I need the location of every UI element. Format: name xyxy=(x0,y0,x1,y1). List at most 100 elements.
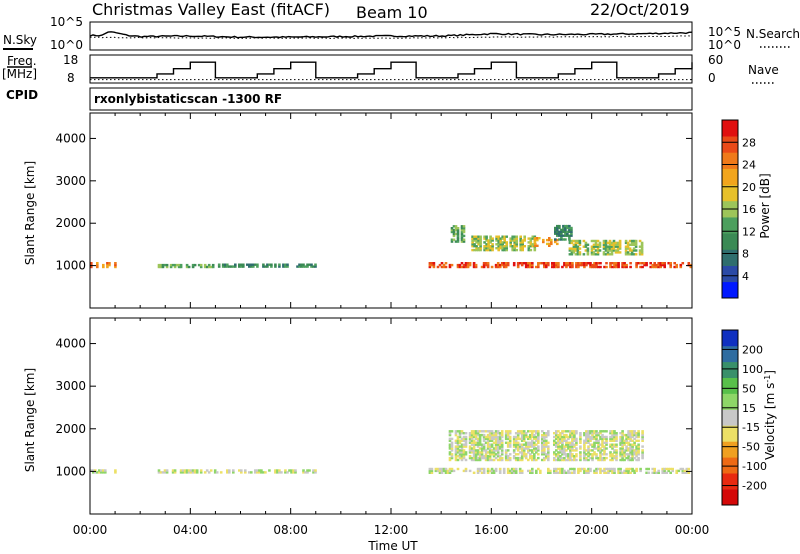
heatmap-cell xyxy=(629,456,632,460)
heatmap-cell xyxy=(681,471,685,474)
heatmap-cell xyxy=(442,263,446,267)
heatmap-cell xyxy=(511,237,514,240)
heatmap-cell xyxy=(543,441,546,444)
heatmap-cell xyxy=(610,253,614,256)
heatmap-cell xyxy=(587,432,590,435)
heatmap-cell xyxy=(568,249,572,252)
heatmap-cell xyxy=(629,430,632,433)
heatmap-cell xyxy=(500,453,504,456)
heatmap-cell xyxy=(444,471,448,474)
heatmap-cell xyxy=(430,471,434,474)
heatmap-cell xyxy=(562,226,565,230)
heatmap-cell xyxy=(563,262,566,265)
heatmap-cell xyxy=(569,430,572,433)
heatmap-cell xyxy=(576,241,580,245)
heatmap-cell xyxy=(539,469,542,473)
heatmap-cell xyxy=(586,251,590,254)
heatmap-cell xyxy=(458,449,462,452)
heatmap-cell xyxy=(489,245,492,248)
heatmap-cell xyxy=(586,243,590,246)
heatmap-cell xyxy=(547,445,550,448)
heatmap-cell xyxy=(464,439,468,442)
heatmap-cell xyxy=(655,263,658,267)
heatmap-cell xyxy=(432,265,436,269)
heatmap-cell xyxy=(608,247,612,250)
heatmap-cell xyxy=(537,453,540,456)
heatmap-cell xyxy=(500,435,504,439)
heatmap-cell xyxy=(598,249,602,252)
heatmap-cell xyxy=(557,456,560,460)
heatmap-cell xyxy=(454,455,458,458)
heatmap-cell xyxy=(623,262,626,265)
heatmap-cell xyxy=(490,432,494,435)
heatmap-cell xyxy=(623,433,626,437)
heatmap-cell xyxy=(615,443,618,446)
heatmap-cell xyxy=(624,245,628,248)
heatmap-cell xyxy=(638,251,642,254)
heatmap-cell xyxy=(193,471,197,474)
heatmap-cell xyxy=(500,441,504,444)
date-label: 22/Oct/2019 xyxy=(590,0,690,19)
heatmap-cell xyxy=(460,262,464,265)
heatmap-cell xyxy=(522,453,526,456)
heatmap-cell xyxy=(476,458,480,462)
heatmap-cell xyxy=(579,455,582,458)
heatmap-cell xyxy=(512,451,516,454)
heatmap-cell xyxy=(613,263,616,267)
heatmap-cell xyxy=(444,262,448,265)
heatmap-cell xyxy=(573,467,576,471)
heatmap-cell xyxy=(161,263,165,267)
heatmap-cell xyxy=(657,263,660,267)
heatmap-cell xyxy=(471,241,474,244)
heatmap-cell xyxy=(591,435,594,439)
heatmap-cell xyxy=(475,245,478,248)
heatmap-cell xyxy=(302,263,305,266)
heatmap-cell xyxy=(448,453,452,456)
heatmap-cell xyxy=(515,241,518,244)
heatmap-cell xyxy=(545,453,548,456)
heatmap-cell xyxy=(512,471,516,474)
heatmap-cell xyxy=(635,445,638,448)
heatmap-cell xyxy=(591,449,594,452)
heatmap-cell xyxy=(529,435,532,439)
heatmap-cell xyxy=(623,443,626,446)
x-tick-label: 04:00 xyxy=(173,523,208,537)
heatmap-cell xyxy=(506,458,510,462)
heatmap-cell xyxy=(572,249,576,252)
heatmap-cell xyxy=(157,469,161,472)
heatmap-cell xyxy=(513,248,516,252)
heatmap-cell xyxy=(593,445,596,448)
heatmap-cell xyxy=(498,469,502,473)
heatmap-cell xyxy=(564,228,567,232)
heatmap-cell xyxy=(597,262,600,265)
heatmap-cell xyxy=(631,439,634,442)
heatmap-cell xyxy=(613,433,616,437)
heatmap-cell xyxy=(595,471,598,474)
heatmap-cell xyxy=(506,433,510,437)
heatmap-cell xyxy=(606,249,610,252)
heatmap-cell xyxy=(554,228,557,232)
heatmap-cell xyxy=(563,447,566,450)
heatmap-cell xyxy=(527,265,530,269)
heatmap-cell xyxy=(597,433,600,437)
heatmap-cell xyxy=(553,435,556,439)
heatmap-cell xyxy=(512,445,516,448)
heatmap-cell xyxy=(205,265,209,269)
heatmap-cell xyxy=(546,242,549,246)
heatmap-cell xyxy=(471,245,474,248)
heatmap-cell xyxy=(579,432,582,435)
heatmap-cell xyxy=(483,235,486,238)
heatmap-cell xyxy=(613,445,616,448)
heatmap-cell xyxy=(510,471,514,474)
heatmap-cell xyxy=(557,441,560,444)
heatmap-cell xyxy=(448,467,452,471)
heatmap-cell xyxy=(535,471,538,474)
heatmap-cell xyxy=(452,238,456,241)
heatmap-cell xyxy=(497,248,500,252)
heatmap-cell xyxy=(497,247,500,250)
colorbar-swatch xyxy=(722,345,738,363)
heatmap-cell xyxy=(568,226,571,230)
heatmap-cell xyxy=(523,245,526,248)
heatmap-cell xyxy=(570,247,574,250)
heatmap-cell xyxy=(450,456,454,460)
